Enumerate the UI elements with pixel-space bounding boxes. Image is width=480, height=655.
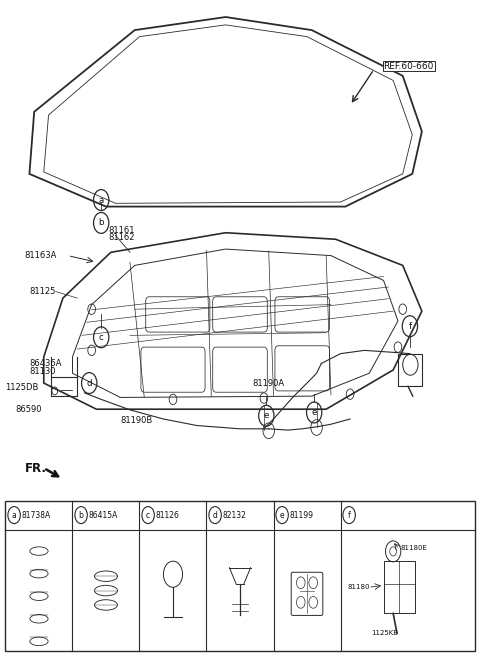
Text: 81130: 81130 xyxy=(29,367,56,377)
Bar xyxy=(5,500,475,651)
Text: 82132: 82132 xyxy=(223,511,247,519)
Text: 81199: 81199 xyxy=(290,511,314,519)
Text: c: c xyxy=(99,333,104,342)
Text: 81180E: 81180E xyxy=(400,545,427,551)
Text: 81125: 81125 xyxy=(29,287,56,296)
Text: f: f xyxy=(408,322,411,331)
Text: 86415A: 86415A xyxy=(89,511,118,519)
Text: d: d xyxy=(86,379,92,388)
Text: 81162: 81162 xyxy=(108,233,135,242)
Text: d: d xyxy=(213,511,217,519)
Text: 81163A: 81163A xyxy=(24,251,57,260)
Text: 86436A: 86436A xyxy=(29,359,62,368)
Text: f: f xyxy=(348,511,350,519)
Text: FR.: FR. xyxy=(24,462,47,474)
Text: a: a xyxy=(98,196,104,204)
Text: 81126: 81126 xyxy=(156,511,180,519)
Text: 81738A: 81738A xyxy=(22,511,51,519)
Text: b: b xyxy=(98,218,104,227)
Text: c: c xyxy=(146,511,150,519)
Text: e: e xyxy=(312,408,317,417)
Text: e: e xyxy=(280,511,285,519)
Text: 81190A: 81190A xyxy=(252,379,284,388)
Text: 81190B: 81190B xyxy=(120,416,153,425)
Text: 81161: 81161 xyxy=(108,226,135,235)
Text: 1125DB: 1125DB xyxy=(5,383,39,392)
Text: 81180: 81180 xyxy=(348,584,370,590)
Text: b: b xyxy=(79,511,84,519)
Text: e: e xyxy=(264,411,269,421)
Text: 1125KB: 1125KB xyxy=(372,630,398,636)
Text: REF.60-660: REF.60-660 xyxy=(384,62,434,71)
Text: 86590: 86590 xyxy=(15,405,42,414)
Text: a: a xyxy=(12,511,16,519)
